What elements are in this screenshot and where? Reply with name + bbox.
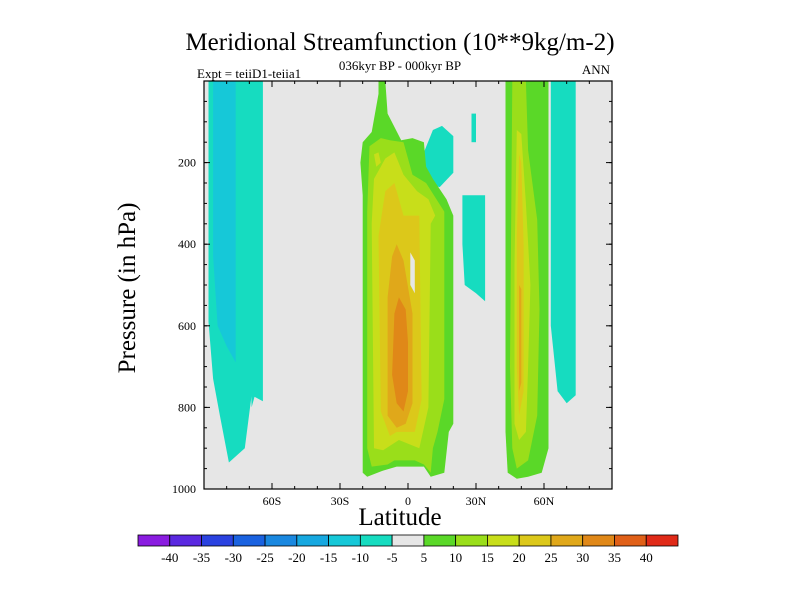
chart-subtitle: 036kyr BP - 000kyr BP [338,58,462,73]
chart-title: Meridional Streamfunction (10**9kg/m-2) [185,29,615,56]
colorbar-label: 35 [608,550,621,565]
x-tick-label: 60S [263,494,282,508]
y-tick-label: 1000 [172,482,196,496]
y-tick-label: 400 [178,237,196,251]
colorbar-box-14 [582,534,615,547]
colorbar-box-0 [137,534,171,547]
contour-region-20 [378,81,384,110]
contour-region-2 [249,81,259,408]
colorbar-box-9 [423,534,457,547]
contour-region-12 [392,297,408,412]
colorbar-box-3 [232,534,266,547]
contour-region-5 [550,81,576,404]
contour-region-3 [423,125,454,188]
colorbar-label: 40 [640,550,653,565]
y-tick-label: 600 [178,319,196,333]
colorbar-box-8 [391,534,425,547]
contour-region-18 [516,154,524,416]
colorbar-label: 20 [513,550,526,565]
colorbar-box-6 [328,534,361,547]
x-tick-label: 30N [466,494,487,508]
colorbar-label: -25 [256,550,273,565]
colorbar-box-4 [264,534,298,547]
plot-axes: 60S 30S 0 30N 60N 200 400 600 800 1000 [172,80,613,508]
colorbar-label: 30 [576,550,589,565]
contour-regions [208,81,576,479]
colorbar-label: -35 [193,550,210,565]
colorbar-box-13 [550,534,584,547]
colorbar-label: -30 [225,550,242,565]
colorbar-box-10 [455,534,488,547]
season-label: ANN [581,62,610,77]
contour-region-4 [462,195,486,302]
colorbar-label: -15 [320,550,337,565]
colorbar-box-12 [518,534,552,547]
y-tick-label: 800 [178,400,196,414]
colorbar-label: 5 [421,550,428,565]
colorbar-box-15 [614,534,647,547]
contour-region-19 [519,285,522,392]
colorbar-label: 15 [481,550,494,565]
contour-region-14 [410,252,415,294]
contour-region-6 [471,113,476,143]
colorbar-label: 10 [449,550,462,565]
colorbar-box-1 [169,534,202,547]
x-tick-label: 30S [331,494,350,508]
x-tick-label: 0 [405,494,411,508]
colorbar-box-5 [296,534,329,547]
colorbar-box-11 [487,534,520,547]
colorbar-label: -5 [387,550,398,565]
colorbar-box-2 [201,534,234,547]
x-axis-title: Latitude [358,504,442,531]
colorbar-box-7 [359,534,393,547]
colorbar-label: 25 [544,550,557,565]
experiment-label: Expt = teiiD1-teiia1 [197,66,302,81]
colorbar-box-16 [645,534,679,547]
colorbar-label: -40 [161,550,178,565]
contour-region-1 [213,81,236,363]
colorbar-label: -10 [352,550,369,565]
y-tick-label: 200 [178,156,196,170]
colorbar-label: -20 [288,550,305,565]
colorbar: -40 -35 -30 -25 -20 -15 -10 -5 5 10 15 20 25 30 35 40 [137,534,679,565]
x-tick-label: 60N [534,494,555,508]
contour-region-13 [374,152,381,167]
